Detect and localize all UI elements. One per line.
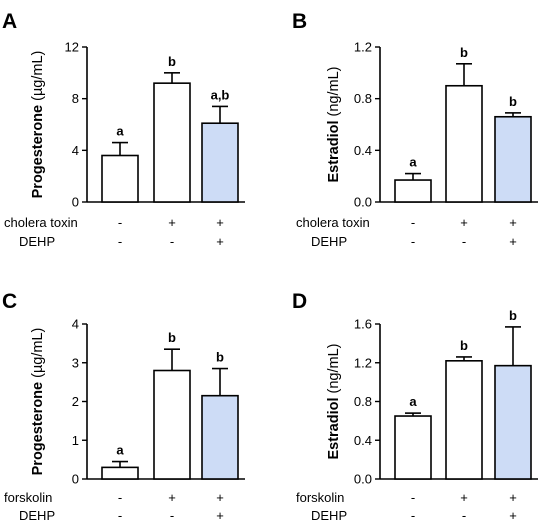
significance-label: b [509,94,517,109]
treatment-symbol: - [462,234,466,249]
treatment-symbol: + [509,234,517,249]
y-tick-label: 0 [72,195,79,210]
bar [201,122,239,203]
treatment-label: DEHP [19,234,55,249]
significance-label: b [216,350,224,365]
y-axis-label-main: Estradiol [326,120,342,182]
treatment-symbol: - [411,508,415,523]
treatment-symbol: + [460,490,468,505]
y-tick-label: 1 [72,433,79,448]
treatment-symbol: + [460,215,468,230]
y-tick-label: 0.4 [354,433,372,448]
treatment-label: forskolin [4,490,52,505]
treatment-label: cholera toxin [4,215,78,230]
y-tick-label: 0.0 [354,472,372,487]
treatment-label: DEHP [311,508,347,523]
y-axis-label-unit: (ng/mL) [326,66,342,120]
bar [494,115,532,203]
bar [394,415,432,480]
y-tick-label: 1.2 [354,355,372,370]
y-tick-label: 0.4 [354,143,372,158]
bar [445,84,483,203]
bar [201,394,239,480]
treatment-symbol: - [411,215,415,230]
significance-label: a [409,394,417,409]
treatment-symbol: - [118,508,122,523]
treatment-symbol: - [170,508,174,523]
treatment-label: DEHP [19,508,55,523]
treatment-label: cholera toxin [296,215,370,230]
treatment-symbol: + [216,490,224,505]
significance-label: b [460,338,468,353]
y-tick-label: 0 [72,472,79,487]
y-tick-label: 0.8 [354,91,372,106]
significance-label: b [509,308,517,323]
bar [394,179,432,203]
panel-d: D 0.0 0.4 0.8 1.2 1.6 Estradiol (ng/mL) a b b fors… [292,290,538,523]
significance-label: a [116,443,124,458]
y-axis-label-unit: (µg/mL) [30,51,46,105]
bar [445,360,483,480]
panel-letter: C [2,290,17,313]
y-axis-label-unit: (ng/mL) [326,343,342,397]
bar [153,369,191,480]
y-axis-label-main: Progesterone [30,105,46,198]
treatment-symbol: + [509,508,517,523]
y-tick-label: 4 [72,317,79,332]
treatment-symbol: + [168,215,176,230]
y-tick-label: 1.2 [354,40,372,55]
treatment-symbol: - [170,234,174,249]
y-tick-label: 4 [72,143,79,158]
treatment-symbol: + [168,490,176,505]
significance-label: b [168,330,176,345]
panel-b: B 0.0 0.4 0.8 1.2 Estradiol (ng/mL) a b b cholera… [292,10,538,249]
y-axis-label: Progesterone (µg/mL) [30,51,46,199]
y-tick-label: 0.8 [354,394,372,409]
y-axis-label-main: Estradiol [326,397,342,459]
significance-label: a [116,124,124,139]
treatment-symbol: - [118,490,122,505]
y-axis-label-unit: (µg/mL) [30,328,46,382]
bar [494,364,532,480]
treatment-symbol: - [462,508,466,523]
significance-label: a [409,155,417,170]
panel-letter: B [292,10,307,33]
y-tick-label: 12 [65,40,79,55]
panel-a: A 0 4 8 12 Progesterone (µg/mL) a b a,b cholera t… [2,10,245,249]
treatment-symbol: + [216,234,224,249]
significance-label: b [168,54,176,69]
significance-label: a,b [211,87,230,102]
y-axis-label-main: Progesterone [30,382,46,475]
panel-letter: A [2,10,17,33]
bar [101,154,139,203]
y-axis-label: Progesterone (µg/mL) [30,328,46,476]
y-tick-label: 1.6 [354,317,372,332]
treatment-symbol: + [509,215,517,230]
treatment-label: DEHP [311,234,347,249]
y-tick-label: 0.0 [354,195,372,210]
treatment-symbol: + [216,215,224,230]
treatment-symbol: - [411,234,415,249]
y-axis-label: Estradiol (ng/mL) [326,343,342,459]
y-tick-label: 8 [72,91,79,106]
y-tick-label: 2 [72,394,79,409]
treatment-label: forskolin [296,490,344,505]
treatment-symbol: + [509,490,517,505]
bar [101,466,139,480]
panel-c: C 0 1 2 3 4 Progesterone (µg/mL) a b b forskolin - +… [2,290,245,523]
treatment-symbol: - [411,490,415,505]
treatment-symbol: - [118,215,122,230]
treatment-symbol: - [118,234,122,249]
y-axis-label: Estradiol (ng/mL) [326,66,342,182]
significance-label: b [460,45,468,60]
y-tick-label: 3 [72,355,79,370]
panel-letter: D [292,290,307,313]
bar [153,82,191,203]
treatment-symbol: + [216,508,224,523]
